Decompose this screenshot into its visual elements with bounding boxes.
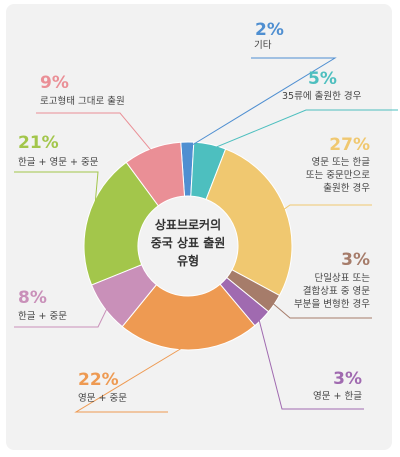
slice-description-label: 로고형태 그대로 출원 <box>40 96 125 107</box>
chart-center-title: 상표브로커의 <box>155 217 221 232</box>
slice-percent-label: 2% <box>255 20 284 40</box>
slice-description-label: 영문 + 한글 <box>313 391 362 402</box>
slice-percent-label: 5% <box>308 69 337 89</box>
slice-description-label: 부분을 변형한 경우 <box>294 298 370 310</box>
leader-line-5 <box>257 314 364 410</box>
slice-description-label: 단일상표 또는 <box>315 273 371 284</box>
slice-percent-label: 3% <box>333 369 362 389</box>
pie-slice-3 <box>205 148 293 297</box>
slice-description-label: 출원한 경우 <box>323 182 370 194</box>
leader-line-8 <box>14 171 99 220</box>
pie-slice-6 <box>121 283 256 351</box>
pie-slice-9 <box>125 141 186 207</box>
slice-percent-label: 22% <box>78 370 119 390</box>
slice-percent-label: 27% <box>329 135 370 155</box>
leader-line-6 <box>74 343 189 413</box>
leader-line-1 <box>187 57 337 149</box>
slice-description-label: 결합상표 중 영문 <box>303 286 370 297</box>
slice-description-label: 한글 + 영문 + 중문 <box>18 157 99 168</box>
slice-percent-label: 9% <box>40 73 69 93</box>
leader-line-7 <box>14 303 110 328</box>
leader-line-2 <box>208 109 398 151</box>
slice-percent-label: 8% <box>18 288 47 308</box>
slice-description-label: 영문 + 중문 <box>78 393 127 404</box>
slice-percent-label: 21% <box>18 133 59 153</box>
slice-description-label: 기타 <box>254 40 272 51</box>
chart-card <box>6 4 392 450</box>
leader-line-3 <box>279 204 372 213</box>
slice-percent-label: 3% <box>341 250 370 270</box>
slice-description-label: 한글 + 중문 <box>18 311 67 322</box>
slice-description-label: 35류에 출원한 경우 <box>282 90 362 102</box>
slice-description-label: 영문 또는 한글 <box>312 157 371 168</box>
slice-description-label: 또는 중문만으로 <box>306 170 370 181</box>
leader-line-4 <box>269 300 372 319</box>
pie-slice-8 <box>83 161 160 286</box>
leader-line-9 <box>36 112 155 155</box>
chart-center-title: 중국 상표 출원 <box>151 235 226 250</box>
chart-center-title: 유형 <box>177 253 199 268</box>
